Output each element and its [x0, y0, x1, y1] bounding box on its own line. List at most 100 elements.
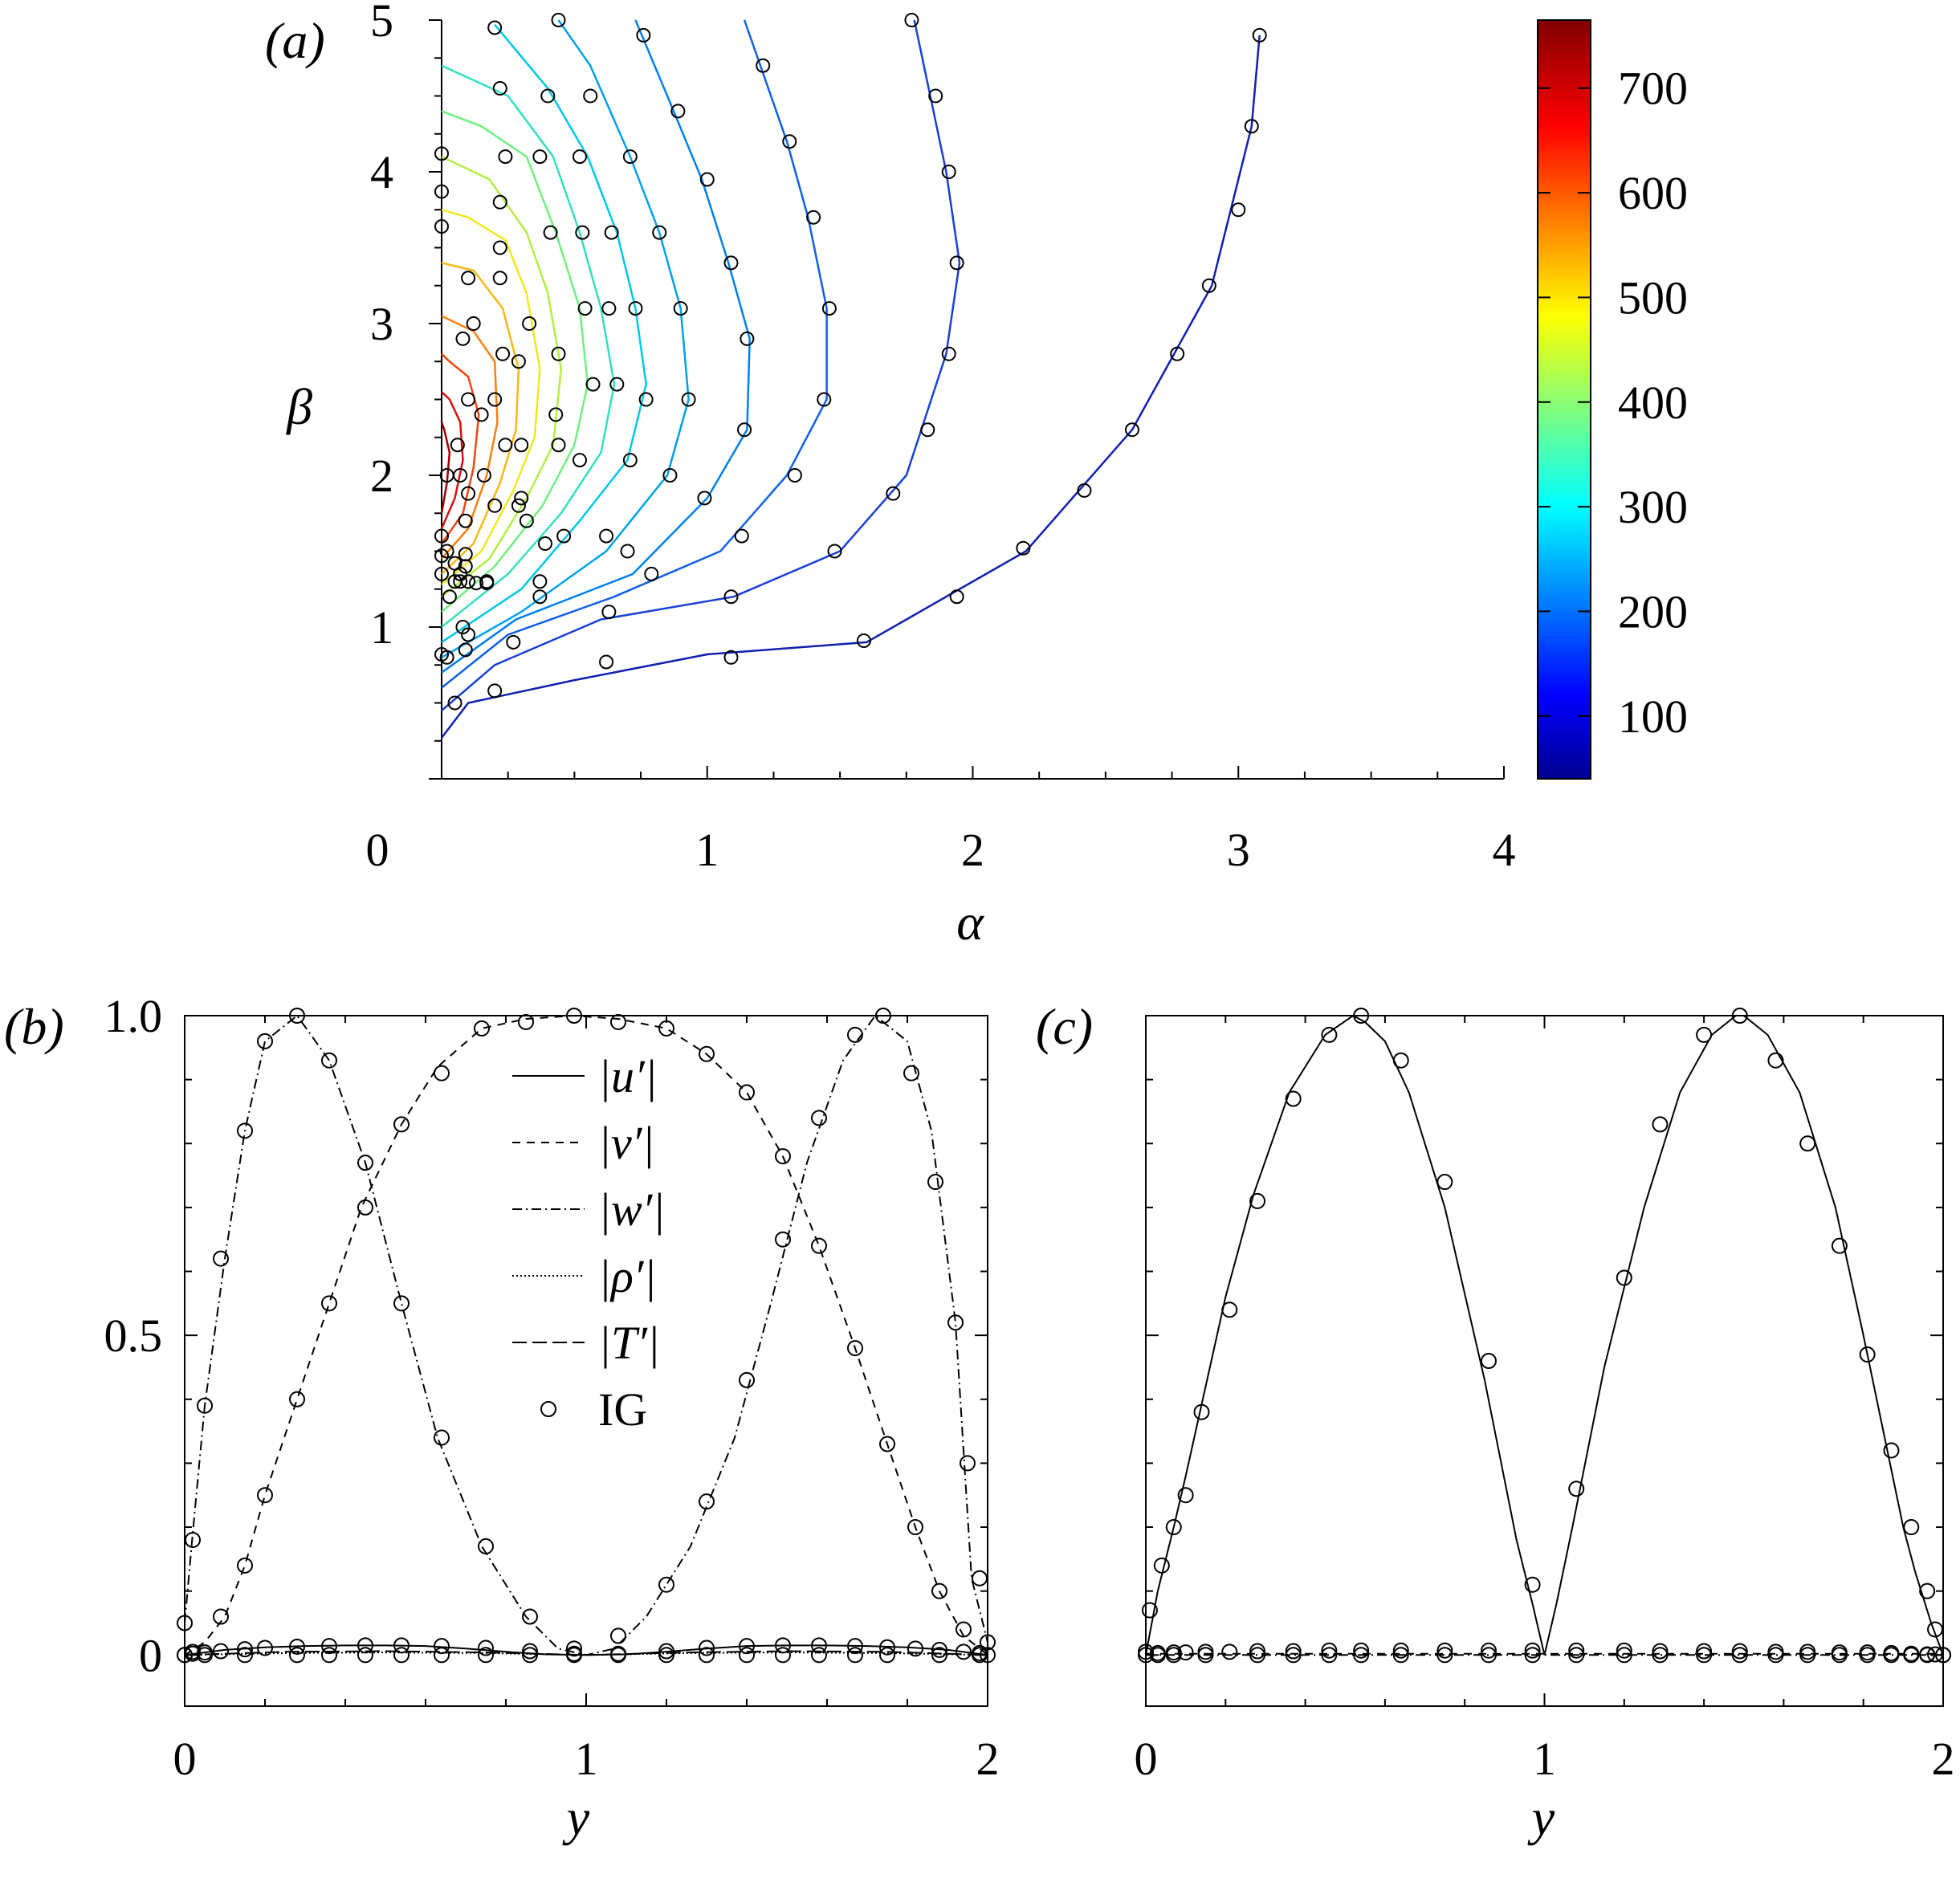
ig-marker	[931, 1647, 947, 1664]
y-tick-label: 0.5	[104, 1310, 163, 1362]
ig-marker	[572, 149, 587, 165]
ig-marker	[1524, 1642, 1541, 1659]
ig-marker	[476, 468, 491, 483]
contour-line	[441, 19, 751, 674]
ig-marker	[817, 392, 832, 407]
ig-marker	[495, 346, 511, 361]
ig-marker	[197, 1397, 213, 1414]
ig-marker	[847, 1647, 863, 1664]
ig-marker	[439, 544, 454, 559]
ig-marker	[548, 407, 564, 422]
ig-marker	[1197, 1647, 1214, 1664]
ig-marker	[434, 1429, 450, 1446]
ig-marker	[699, 1493, 715, 1510]
panel-a-axes	[429, 19, 1505, 780]
ig-marker	[734, 528, 749, 544]
ig-marker	[257, 1640, 273, 1656]
ig-marker	[1568, 1647, 1585, 1664]
ig-marker	[638, 392, 654, 407]
ig-marker	[461, 392, 476, 407]
ig-marker	[455, 331, 471, 346]
panel-b-legend: |u′| |v′| |w′| |ρ′| |T′| IG	[512, 1050, 665, 1436]
ig-marker	[811, 1110, 827, 1126]
ig-marker	[585, 377, 601, 392]
colorbar-gradient	[1537, 19, 1591, 780]
ig-marker	[434, 184, 449, 199]
ig-marker	[931, 1583, 947, 1599]
ig-marker	[1321, 1647, 1338, 1664]
ig-marker	[478, 1538, 494, 1554]
ig-marker	[439, 650, 454, 665]
ig-marker	[177, 1615, 193, 1631]
legend-label: |v′|	[598, 1117, 654, 1169]
ig-marker	[756, 58, 771, 73]
ig-marker	[1221, 1644, 1238, 1660]
ig-marker	[532, 574, 548, 589]
ig-marker	[1321, 1026, 1338, 1043]
x-tick-label: 1	[1533, 1733, 1556, 1785]
ig-marker	[434, 1065, 450, 1081]
ig-marker	[949, 255, 964, 271]
ig-marker	[775, 1148, 791, 1165]
ig-marker	[806, 210, 821, 225]
ig-marker	[1252, 27, 1267, 43]
ig-marker	[551, 13, 566, 27]
ig-marker	[1392, 1642, 1409, 1659]
contour-line	[441, 19, 961, 711]
ig-marker	[185, 1645, 201, 1662]
ig-marker	[1903, 1647, 1920, 1664]
ig-marker	[461, 486, 476, 501]
y-tick-label: 0	[139, 1629, 162, 1681]
a-x-tick-label: 1	[695, 824, 719, 876]
contour-line	[441, 155, 563, 598]
panel-a-contours	[440, 19, 1261, 739]
legend-label: |w′|	[598, 1183, 665, 1236]
ig-marker	[787, 468, 802, 483]
ig-marker	[447, 574, 462, 589]
a-x-tick-label: 4	[1493, 824, 1516, 876]
ig-marker	[566, 1640, 582, 1657]
ig-marker	[1799, 1647, 1816, 1664]
ig-marker	[1392, 1052, 1409, 1069]
ig-marker	[522, 316, 537, 331]
x-tick-label: 0	[173, 1733, 197, 1785]
ig-marker	[972, 1647, 988, 1664]
ig-marker	[1285, 1090, 1302, 1107]
ig-marker	[1436, 1174, 1453, 1191]
ig-marker	[879, 1436, 895, 1452]
ig-marker	[434, 1638, 450, 1655]
ig-marker	[980, 1634, 996, 1651]
panel-c-ticks: 0 1 2	[1135, 1015, 1955, 1785]
ig-marker	[1177, 1487, 1194, 1504]
ig-marker	[237, 1641, 253, 1658]
ig-marker	[658, 1576, 674, 1593]
panel-b-xlabel: y	[562, 1789, 590, 1846]
ig-marker	[699, 172, 715, 187]
ig-marker	[453, 574, 468, 589]
ig-marker	[1077, 483, 1092, 498]
ig-marker	[723, 589, 739, 605]
ig-marker	[811, 1637, 827, 1654]
ig-marker	[1799, 1135, 1816, 1152]
ig-marker	[886, 486, 901, 501]
ig-marker	[487, 683, 503, 699]
ig-marker	[1731, 1008, 1748, 1024]
contour-line	[440, 422, 451, 514]
ig-marker	[321, 1295, 337, 1312]
legend-label: |T′|	[598, 1317, 660, 1369]
ig-marker	[506, 634, 521, 650]
colorbar-tick-label: 500	[1618, 271, 1688, 324]
ig-marker	[604, 225, 619, 240]
ig-marker	[941, 346, 956, 361]
ig-marker	[1767, 1052, 1784, 1069]
contour-line	[440, 391, 464, 529]
ig-marker	[492, 81, 507, 96]
ig-marker	[875, 1008, 891, 1024]
ig-marker	[1524, 1647, 1541, 1664]
ig-marker	[609, 377, 625, 392]
ig-marker	[458, 513, 473, 528]
ig-marker	[498, 438, 513, 453]
ig-marker	[522, 1647, 538, 1664]
ig-marker	[1165, 1519, 1182, 1536]
